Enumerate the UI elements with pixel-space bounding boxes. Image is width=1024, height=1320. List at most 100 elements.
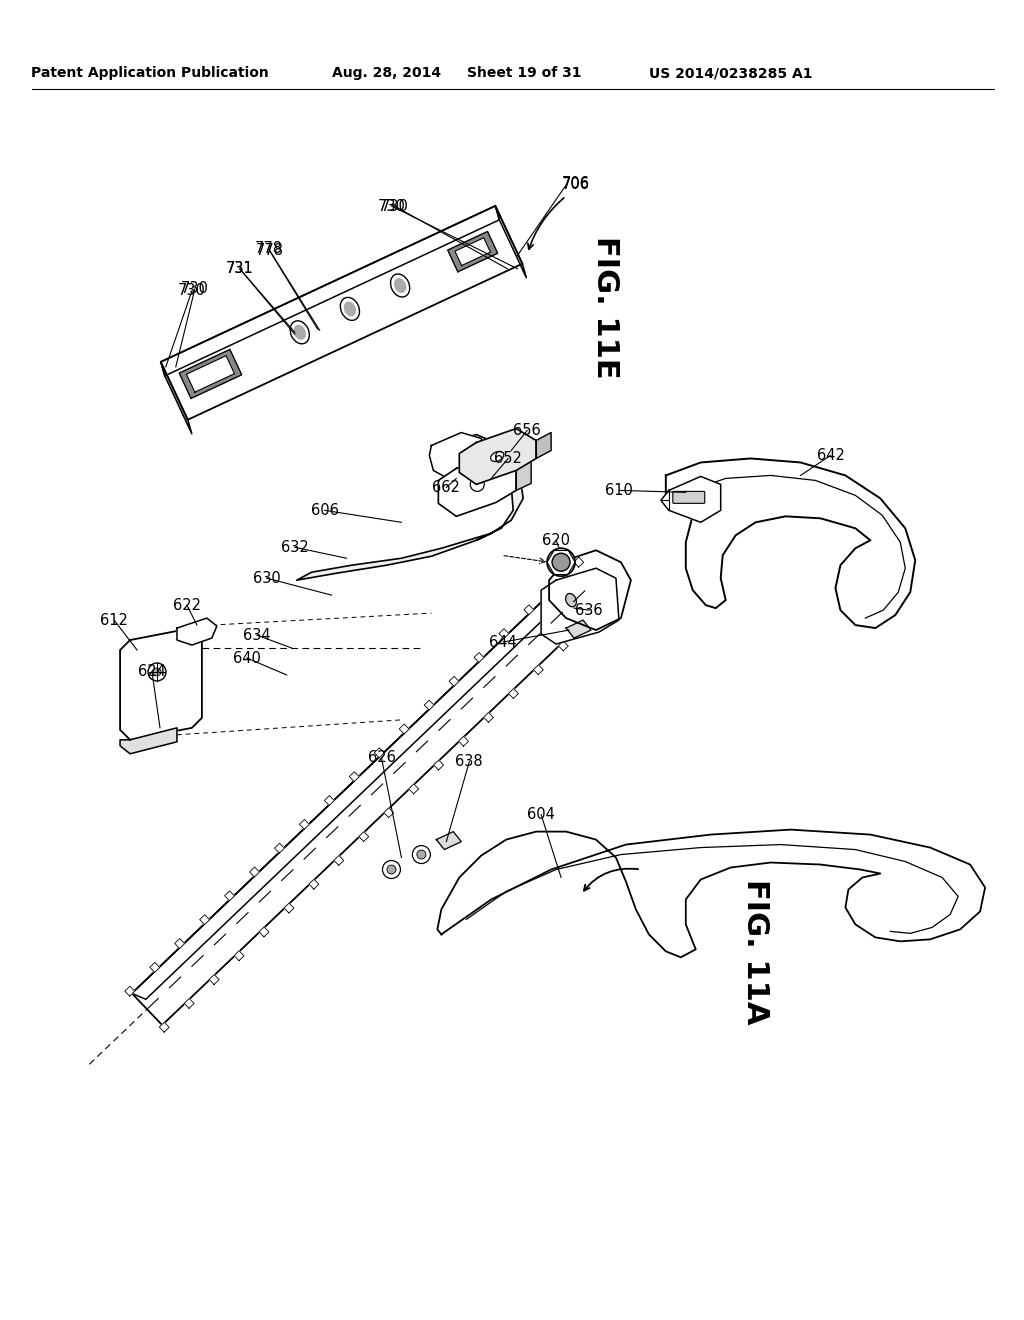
Text: Aug. 28, 2014: Aug. 28, 2014 (332, 66, 441, 81)
Polygon shape (438, 455, 516, 516)
Polygon shape (132, 565, 611, 1026)
Text: 636: 636 (575, 603, 603, 618)
Text: 622: 622 (173, 598, 201, 612)
Polygon shape (150, 962, 160, 973)
Text: 626: 626 (368, 750, 395, 766)
FancyBboxPatch shape (673, 491, 705, 503)
Text: 630: 630 (253, 570, 281, 586)
Text: 662: 662 (432, 480, 460, 495)
Polygon shape (483, 713, 494, 722)
Circle shape (148, 663, 166, 681)
Polygon shape (450, 676, 459, 686)
Circle shape (153, 668, 161, 676)
Text: 644: 644 (489, 635, 517, 649)
Polygon shape (558, 642, 568, 651)
Polygon shape (250, 867, 259, 876)
Text: 606: 606 (310, 503, 339, 517)
Text: 632: 632 (281, 540, 308, 554)
Polygon shape (125, 986, 135, 997)
Circle shape (547, 548, 575, 577)
Polygon shape (384, 808, 393, 817)
Ellipse shape (565, 594, 577, 607)
Text: Sheet 19 of 31: Sheet 19 of 31 (467, 66, 582, 81)
Polygon shape (161, 206, 500, 376)
Polygon shape (274, 843, 285, 853)
Polygon shape (175, 939, 184, 949)
Polygon shape (234, 950, 244, 961)
Polygon shape (334, 855, 344, 866)
Circle shape (387, 865, 396, 874)
Polygon shape (179, 350, 242, 399)
Polygon shape (429, 433, 486, 480)
Text: FIG. 11A: FIG. 11A (741, 879, 770, 1026)
Text: 731: 731 (226, 261, 254, 276)
Text: 604: 604 (527, 807, 555, 822)
Text: 778: 778 (255, 242, 283, 256)
Text: Patent Application Publication: Patent Application Publication (31, 66, 269, 81)
Polygon shape (566, 620, 591, 638)
Text: 652: 652 (495, 451, 522, 466)
Circle shape (470, 478, 484, 491)
Polygon shape (309, 879, 318, 890)
Polygon shape (436, 434, 523, 540)
Polygon shape (120, 628, 202, 739)
Text: 706: 706 (562, 176, 590, 190)
Ellipse shape (294, 325, 306, 339)
Polygon shape (299, 820, 309, 829)
Polygon shape (437, 829, 985, 957)
Polygon shape (297, 533, 492, 581)
Polygon shape (209, 974, 219, 985)
Text: 640: 640 (232, 651, 261, 665)
Polygon shape (186, 355, 234, 392)
Polygon shape (161, 362, 191, 434)
Text: 638: 638 (456, 754, 483, 770)
Polygon shape (399, 725, 410, 734)
Polygon shape (349, 772, 359, 781)
Polygon shape (120, 727, 177, 754)
Ellipse shape (394, 279, 407, 293)
Ellipse shape (390, 275, 410, 297)
Text: 620: 620 (542, 533, 570, 548)
Polygon shape (447, 231, 498, 272)
Polygon shape (436, 832, 461, 850)
Text: FIG. 11E: FIG. 11E (592, 236, 621, 379)
Text: 642: 642 (816, 447, 845, 463)
Text: 730: 730 (181, 281, 209, 297)
Text: 730: 730 (178, 284, 206, 298)
Polygon shape (325, 796, 334, 805)
Polygon shape (424, 700, 434, 710)
Text: US 2014/0238285 A1: US 2014/0238285 A1 (649, 66, 812, 81)
Polygon shape (224, 891, 234, 900)
Text: 634: 634 (243, 627, 270, 643)
Polygon shape (459, 737, 469, 746)
Ellipse shape (344, 301, 356, 317)
Polygon shape (549, 550, 631, 630)
Polygon shape (460, 429, 537, 484)
Text: 656: 656 (513, 422, 541, 438)
Polygon shape (509, 689, 518, 698)
Polygon shape (584, 618, 593, 627)
Polygon shape (573, 557, 584, 568)
Ellipse shape (490, 451, 504, 462)
Text: 706: 706 (562, 177, 590, 191)
Polygon shape (524, 605, 534, 615)
Text: 612: 612 (100, 612, 128, 627)
Polygon shape (132, 565, 595, 999)
Circle shape (383, 861, 400, 879)
Polygon shape (660, 477, 721, 523)
Text: 731: 731 (226, 261, 254, 276)
Polygon shape (284, 903, 294, 913)
Polygon shape (537, 433, 551, 458)
Polygon shape (409, 784, 419, 793)
Polygon shape (375, 748, 384, 758)
Polygon shape (534, 665, 544, 675)
Text: 730: 730 (381, 198, 409, 214)
Text: 610: 610 (605, 483, 633, 498)
Ellipse shape (340, 297, 359, 321)
Polygon shape (160, 1022, 169, 1032)
Text: 624: 624 (138, 664, 166, 680)
Polygon shape (455, 238, 490, 265)
Polygon shape (474, 652, 484, 663)
Circle shape (413, 846, 430, 863)
Polygon shape (177, 618, 217, 645)
